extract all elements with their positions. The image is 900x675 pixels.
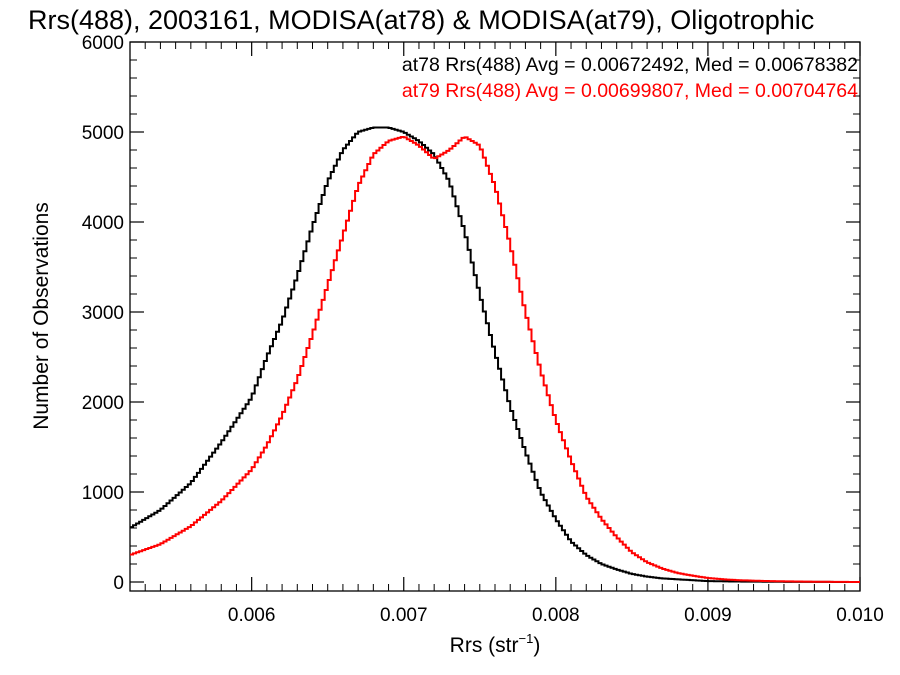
x-tick-label: 0.008 (532, 605, 580, 626)
y-axis-ticks (130, 41, 860, 583)
y-tick-label: 4000 (82, 213, 124, 234)
y-axis-label: Number of Observations (30, 202, 53, 430)
x-axis-ticks (144, 42, 861, 591)
legend: at78 Rrs(488) Avg = 0.00672492, Med = 0.… (402, 54, 858, 102)
y-tick-label: 0 (113, 573, 124, 594)
x-tick-label: 0.010 (836, 605, 884, 626)
y-tick-label: 6000 (82, 33, 124, 54)
plot-frame (129, 41, 861, 592)
x-tick-label: 0.009 (684, 605, 732, 626)
x-axis-tick-labels: 0.006 0.007 0.008 0.009 0.010 (228, 605, 884, 626)
series-layer (130, 126, 860, 583)
x-tick-label: 0.007 (380, 605, 428, 626)
series-at78-line (130, 126, 860, 583)
chart-title: Rrs(488), 2003161, MODISA(at78) & MODISA… (28, 5, 814, 35)
x-axis-label: Rrs (str−1) (450, 631, 541, 657)
x-axis-label-main: Rrs (str (450, 634, 519, 657)
series-at79-line (130, 135, 860, 583)
y-axis-tick-labels: 0 1000 2000 3000 4000 5000 6000 (82, 33, 124, 594)
plot-area (129, 41, 861, 592)
legend-entry-at79: at79 Rrs(488) Avg = 0.00699807, Med = 0.… (402, 80, 858, 102)
x-axis-label-superscript: −1 (519, 631, 534, 646)
x-tick-label: 0.006 (228, 605, 276, 626)
y-tick-label: 2000 (82, 393, 124, 414)
y-tick-label: 1000 (82, 483, 124, 504)
y-tick-label: 3000 (82, 303, 124, 324)
x-axis-label-close: ) (533, 634, 540, 657)
legend-entry-at78: at78 Rrs(488) Avg = 0.00672492, Med = 0.… (402, 54, 858, 76)
y-tick-label: 5000 (82, 123, 124, 144)
